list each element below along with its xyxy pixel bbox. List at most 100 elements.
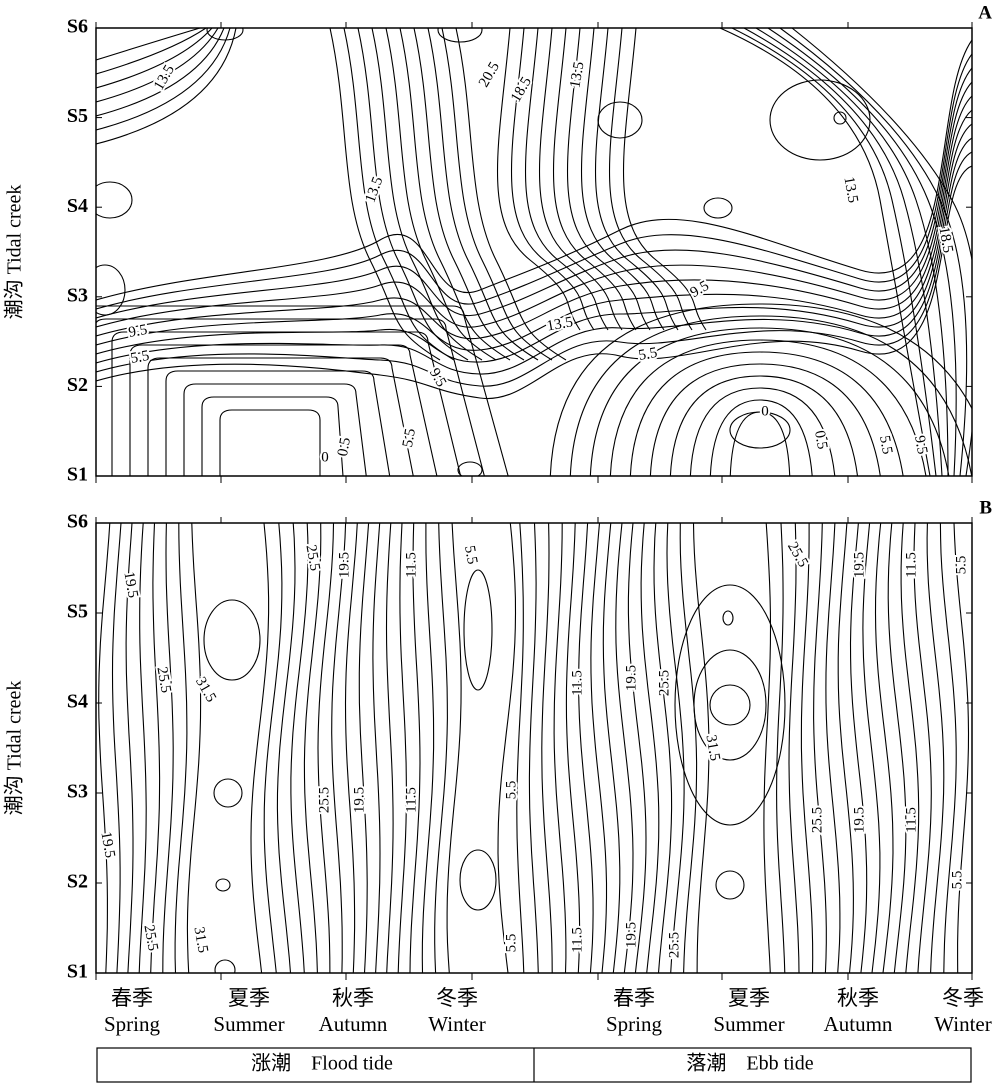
contour-line bbox=[96, 39, 972, 301]
contour-label: 11.5 bbox=[569, 670, 585, 696]
contour-line bbox=[776, 523, 786, 973]
contour-line bbox=[96, 137, 972, 375]
contour-label: 11.5 bbox=[569, 927, 585, 953]
x-category-label-en: Winter bbox=[428, 1012, 485, 1036]
contour-label: 25.5 bbox=[656, 670, 672, 696]
contour-line bbox=[96, 151, 972, 387]
group-label: 涨潮 Flood tide bbox=[251, 1052, 393, 1075]
contour-label: 11.5 bbox=[403, 552, 419, 578]
contour-line bbox=[344, 523, 358, 973]
contour-label: 9.5 bbox=[911, 434, 930, 455]
contour-line bbox=[849, 523, 868, 973]
contour-line bbox=[769, 79, 871, 161]
contour-line bbox=[900, 523, 920, 973]
contour-label: 5.5 bbox=[129, 348, 150, 367]
contour-line bbox=[98, 523, 111, 973]
contour-label: 31.5 bbox=[192, 674, 219, 705]
contour-line bbox=[615, 523, 634, 973]
contour-label: 11.5 bbox=[903, 807, 919, 833]
contour-line bbox=[162, 523, 174, 973]
contour-line bbox=[833, 111, 847, 125]
contour-label: 9.5 bbox=[127, 322, 148, 341]
contour-label: 0.5 bbox=[811, 429, 830, 450]
contour-line bbox=[385, 523, 394, 973]
y-axis-label: 潮沟 Tidal creek bbox=[3, 681, 26, 816]
contour-line bbox=[372, 523, 381, 973]
contour-line bbox=[331, 523, 347, 973]
contour-line bbox=[589, 327, 950, 476]
y-tick-label: S5 bbox=[67, 601, 88, 623]
contour-line bbox=[541, 523, 553, 973]
contour-field-b bbox=[98, 523, 970, 973]
contour-line bbox=[455, 28, 567, 361]
contour-line bbox=[147, 357, 414, 476]
contour-line bbox=[569, 315, 972, 476]
contour-line bbox=[125, 523, 134, 973]
contour-line bbox=[150, 523, 161, 973]
contour-label: 0 bbox=[761, 403, 769, 419]
contour-line bbox=[497, 28, 581, 331]
contour-line bbox=[913, 523, 932, 973]
contour-line bbox=[779, 28, 968, 476]
x-category-label: 春季 bbox=[111, 986, 153, 1010]
contour-line bbox=[129, 344, 438, 476]
y-tick-label: S5 bbox=[67, 105, 88, 127]
contour-line bbox=[669, 375, 859, 476]
x-category-label: 春季 bbox=[613, 986, 655, 1010]
y-tick-label: S3 bbox=[67, 284, 88, 306]
contour-line bbox=[629, 351, 904, 476]
contour-line bbox=[399, 28, 511, 361]
contour-line bbox=[186, 523, 202, 973]
contour-line bbox=[96, 95, 972, 340]
contour-line bbox=[649, 363, 881, 476]
contour-line bbox=[553, 523, 567, 973]
contour-line bbox=[421, 523, 435, 973]
contour-line bbox=[623, 28, 707, 331]
contour-line bbox=[174, 523, 188, 973]
contour-line bbox=[609, 28, 693, 331]
y-tick-label: S1 bbox=[67, 961, 88, 983]
contour-line bbox=[250, 523, 270, 973]
contour-line bbox=[96, 123, 972, 363]
contour-label: 13.5 bbox=[840, 176, 860, 205]
contour-label: 19.5 bbox=[623, 665, 639, 691]
contour-line bbox=[825, 523, 841, 973]
contour-line bbox=[165, 370, 391, 476]
y-tick-label: S3 bbox=[67, 781, 88, 803]
contour-label: 25.5 bbox=[302, 544, 322, 573]
contour-line bbox=[666, 523, 685, 973]
contour-line bbox=[409, 523, 421, 973]
contour-label: 25.5 bbox=[666, 932, 682, 958]
contour-line bbox=[595, 28, 679, 331]
contour-line bbox=[371, 28, 483, 361]
contour-line bbox=[609, 339, 927, 476]
contour-label: 19.5 bbox=[851, 552, 867, 578]
contour-line bbox=[96, 81, 972, 328]
contour-label: 19.5 bbox=[97, 831, 117, 860]
contour-line bbox=[722, 610, 734, 626]
x-category-label-en: Spring bbox=[606, 1012, 663, 1036]
contour-line bbox=[427, 28, 539, 361]
contour-label: 5.5 bbox=[637, 345, 658, 364]
contour-label: 5.5 bbox=[503, 934, 519, 953]
contour-line bbox=[703, 197, 733, 219]
contour-line bbox=[463, 569, 493, 691]
contour-line bbox=[693, 649, 767, 761]
contour-line bbox=[674, 584, 786, 826]
contour-line bbox=[709, 684, 751, 726]
contour-line bbox=[800, 523, 814, 973]
contour-line bbox=[459, 849, 497, 911]
contour-line bbox=[597, 101, 643, 139]
contour-label: 5.5 bbox=[949, 871, 965, 890]
contour-line bbox=[715, 870, 745, 900]
contour-line bbox=[539, 28, 623, 331]
contour-line bbox=[183, 383, 367, 476]
y-axis-label: 潮沟 Tidal creek bbox=[3, 185, 26, 320]
y-tick-label: S6 bbox=[67, 16, 88, 38]
panel-label: B bbox=[979, 497, 992, 518]
contour-label: 19.5 bbox=[120, 571, 140, 600]
y-tick-label: S4 bbox=[67, 691, 88, 713]
plot-frame bbox=[95, 27, 973, 477]
contour-line bbox=[874, 523, 894, 973]
contour-label: 0.5 bbox=[335, 436, 354, 457]
